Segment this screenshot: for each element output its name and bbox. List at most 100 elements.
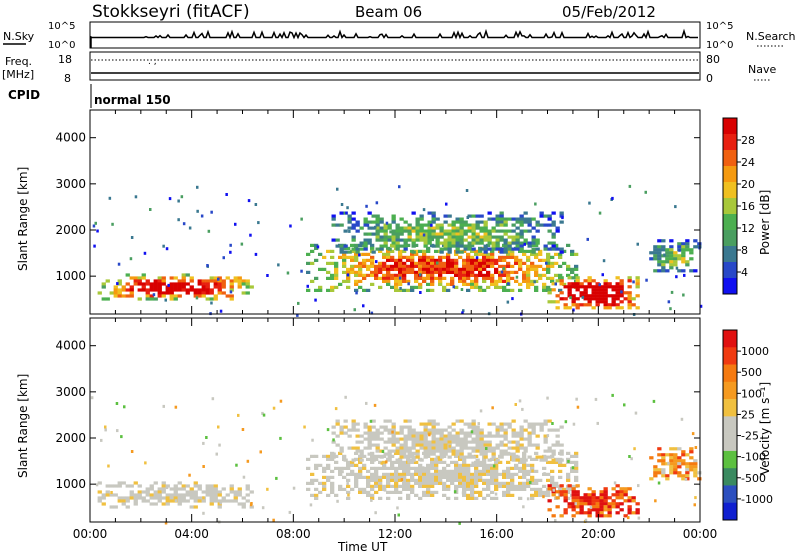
heatmap-cell xyxy=(350,472,355,476)
heatmap-cell xyxy=(330,261,335,265)
heatmap-cell xyxy=(101,502,106,506)
heatmap-cell xyxy=(430,484,435,488)
heatmap-cell xyxy=(446,472,451,476)
heatmap-cell xyxy=(355,446,360,450)
heatmap-cell xyxy=(571,490,576,494)
heatmap-cell xyxy=(358,243,363,247)
heatmap-cell xyxy=(382,273,387,277)
heatmap-cell xyxy=(398,282,403,286)
heatmap-cell xyxy=(495,241,500,245)
heatmap-cell xyxy=(410,288,415,292)
heatmap-cell xyxy=(331,431,336,435)
heatmap-cell xyxy=(519,217,524,221)
heatmap-cell xyxy=(563,285,568,289)
heatmap-cell xyxy=(495,434,500,438)
heatmap-cell xyxy=(685,471,690,475)
heatmap-cell xyxy=(427,232,432,236)
heatmap-cell xyxy=(423,235,428,239)
heatmap-cell xyxy=(447,232,452,236)
heatmap-cell xyxy=(370,311,374,315)
heatmap-cell xyxy=(435,440,440,444)
heatmap-cell xyxy=(462,309,465,313)
heatmap-cell xyxy=(406,243,411,247)
heatmap-cell xyxy=(362,276,367,280)
heatmap-cell xyxy=(443,220,448,224)
heatmap-cell xyxy=(515,241,520,245)
heatmap-cell xyxy=(502,279,507,283)
heatmap-cell xyxy=(354,282,359,286)
heatmap-cell xyxy=(370,454,375,458)
heatmap-cell xyxy=(584,518,588,522)
heatmap-cell xyxy=(510,484,515,488)
heatmap-cell xyxy=(518,475,523,479)
heatmap-cell xyxy=(434,460,439,464)
heatmap-cell xyxy=(296,313,299,317)
heatmap-cell xyxy=(451,220,456,224)
heatmap-cell xyxy=(470,261,475,265)
heatmap-cell xyxy=(379,449,384,453)
heatmap-cell xyxy=(547,217,552,221)
heatmap-cell xyxy=(535,422,540,426)
heatmap-cell xyxy=(209,490,214,494)
heatmap-cell xyxy=(693,269,698,273)
heatmap-cell xyxy=(547,288,552,292)
heatmap-cell xyxy=(398,288,403,292)
heatmap-cell xyxy=(185,490,190,494)
heatmap-cell xyxy=(570,249,575,253)
heatmap-cell xyxy=(511,428,516,432)
heatmap-cell xyxy=(543,449,548,453)
heatmap-cell xyxy=(104,428,107,432)
heatmap-cell xyxy=(391,443,396,447)
heatmap-cell xyxy=(145,291,150,295)
heatmap-cell xyxy=(523,437,528,441)
heatmap-cell xyxy=(310,472,315,476)
heatmap-cell xyxy=(555,496,560,500)
heatmap-cell xyxy=(331,214,336,218)
heatmap-cell xyxy=(511,229,516,233)
heatmap-cell xyxy=(331,223,336,227)
heatmap-cell xyxy=(459,232,464,236)
heatmap-cell xyxy=(347,446,352,450)
heatmap-cell xyxy=(374,267,379,271)
heatmap-cell xyxy=(534,243,539,247)
heatmap-cell xyxy=(414,249,419,253)
heatmap-cell xyxy=(459,455,464,459)
heatmap-cell xyxy=(499,223,504,227)
heatmap-cell xyxy=(386,279,391,283)
heatmap-cell xyxy=(554,252,559,256)
heatmap-cell xyxy=(157,499,162,503)
heatmap-cell xyxy=(379,437,384,441)
heatmap-cell xyxy=(419,273,422,277)
heatmap-cell xyxy=(595,294,600,298)
heatmap-cell xyxy=(342,252,347,256)
heatmap-cell xyxy=(314,246,319,250)
heatmap-cell xyxy=(483,443,488,447)
heatmap-cell xyxy=(575,297,580,301)
heatmap-cell xyxy=(185,291,190,295)
heatmap-cell xyxy=(494,475,499,479)
heatmap-cell xyxy=(426,264,431,268)
heatmap-cell xyxy=(383,229,388,233)
heatmap-cell xyxy=(494,285,499,289)
heatmap-cell xyxy=(559,297,564,301)
heatmap-cell xyxy=(133,279,138,283)
heatmap-cell xyxy=(354,252,359,256)
heatmap-cell xyxy=(439,223,444,227)
heatmap-cell xyxy=(415,440,420,444)
heatmap-cell xyxy=(487,247,492,251)
heatmap-cell xyxy=(196,209,199,213)
heatmap-cell xyxy=(363,223,368,227)
heatmap-cell xyxy=(418,463,423,467)
heatmap-cell xyxy=(506,469,511,473)
heatmap-cell xyxy=(627,279,632,283)
heatmap-cell xyxy=(414,481,419,485)
heatmap-cell xyxy=(438,472,443,476)
heatmap-cell xyxy=(475,235,480,239)
heatmap-cell xyxy=(386,276,391,280)
colorbar-swatch xyxy=(723,364,737,383)
heatmap-cell xyxy=(479,409,483,413)
heatmap-cell xyxy=(479,214,484,218)
heatmap-cell xyxy=(535,223,540,227)
heatmap-cell xyxy=(507,422,512,426)
